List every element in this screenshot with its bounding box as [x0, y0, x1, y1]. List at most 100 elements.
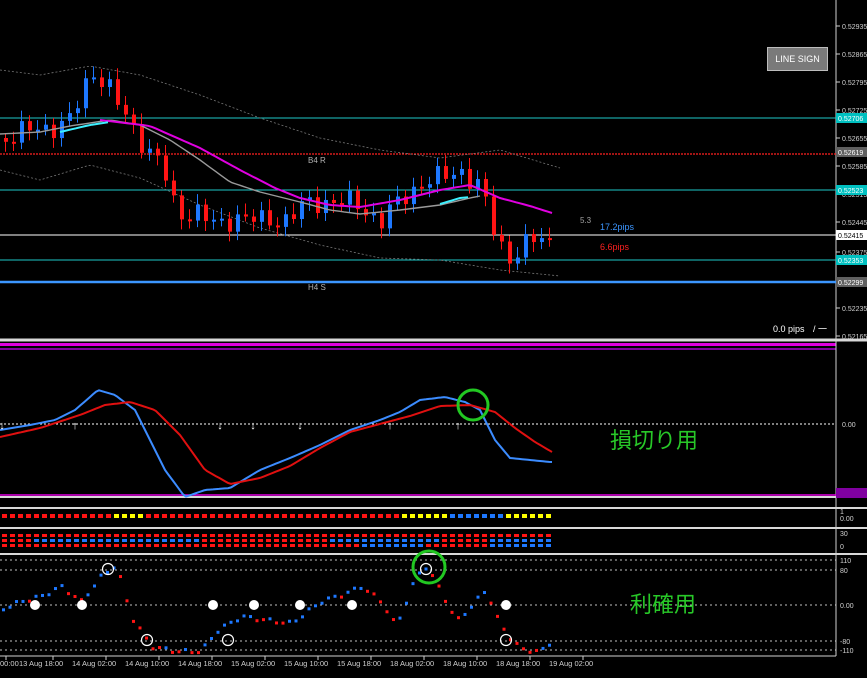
- bar2-cell: [522, 544, 527, 547]
- osc2-dot: [470, 605, 473, 609]
- bar2-cell: [466, 539, 471, 542]
- osc2-dot: [60, 584, 64, 588]
- line-sign-button[interactable]: LINE SIGN: [767, 47, 828, 71]
- candle-body: [308, 197, 312, 202]
- bar1-tick: 1: [840, 509, 844, 516]
- bar2-cell: [138, 534, 143, 537]
- highlight-circle-osc2: [411, 549, 447, 585]
- bar2-cell: [50, 539, 55, 542]
- signal-circle-icon: [221, 633, 235, 647]
- bar1-cell: [202, 514, 207, 518]
- candle-body: [516, 257, 520, 264]
- bar2-cell: [226, 544, 231, 547]
- candle-body: [180, 195, 184, 220]
- bar2-cell: [210, 544, 215, 547]
- bar2-cell: [330, 539, 335, 542]
- candle-body: [20, 121, 24, 143]
- bar2-cell: [434, 534, 439, 537]
- bar2-cell: [130, 539, 135, 542]
- candle-body: [388, 204, 392, 229]
- bar2-cell: [162, 544, 167, 547]
- osc2-dot: [106, 570, 109, 574]
- bar2-cell: [234, 539, 239, 542]
- bar2-cell: [426, 534, 431, 537]
- osc2-dot: [385, 610, 389, 614]
- osc2-dot: [255, 619, 259, 623]
- bar2-cell: [2, 544, 7, 547]
- osc2-dot: [320, 601, 324, 605]
- bar2-cell: [266, 534, 271, 537]
- osc2-dot: [522, 647, 525, 651]
- bar2-cell: [530, 534, 535, 537]
- osc2-dot: [353, 586, 356, 590]
- bar1-cell: [378, 514, 383, 518]
- bar2-cell: [34, 534, 39, 537]
- bar2-cell: [226, 534, 231, 537]
- osc2-dot: [21, 599, 25, 603]
- candle-body: [292, 214, 296, 220]
- candle-body: [316, 197, 320, 214]
- osc2-dot: [333, 594, 337, 598]
- osc2-dot: [28, 599, 31, 603]
- bar1-cell: [162, 514, 167, 518]
- bar1-cell: [418, 514, 423, 518]
- osc2-dot: [151, 647, 155, 651]
- bar2-cell: [234, 544, 239, 547]
- osc2-tick: 0.00: [840, 603, 854, 610]
- bar2-cell: [170, 534, 175, 537]
- bar2-cell: [106, 539, 111, 542]
- bar2-cell: [402, 534, 407, 537]
- bar2-cell: [346, 544, 351, 547]
- bar2-cell: [2, 534, 7, 537]
- bar2-cell: [242, 534, 247, 537]
- osc2-dot: [86, 593, 90, 597]
- bar1-cell: [410, 514, 415, 518]
- signal-arrow-icon: ↓: [217, 420, 223, 432]
- price-tick-label: 0.52375: [842, 250, 867, 257]
- bar2-cell: [178, 534, 183, 537]
- bar2-cell: [498, 534, 503, 537]
- bar2-cell: [58, 534, 63, 537]
- osc2-dot: [418, 571, 421, 575]
- bar2-cell: [506, 544, 511, 547]
- bar2-cell: [18, 534, 23, 537]
- bar2-cell: [298, 544, 303, 547]
- osc2-dot: [502, 627, 506, 631]
- price-level-tag-label: 0.52299: [838, 280, 863, 287]
- signal-marker-icon: [295, 600, 305, 610]
- osc2-dot: [548, 643, 551, 647]
- candle-body: [100, 77, 104, 88]
- bar2-cell: [538, 534, 543, 537]
- candle-body: [372, 213, 376, 216]
- osc2-dot: [366, 589, 369, 593]
- bar2-cell: [154, 539, 159, 542]
- bar2-cell: [170, 544, 175, 547]
- bar2-cell: [354, 534, 359, 537]
- bar1-cell: [106, 514, 111, 518]
- bar1-cell: [98, 514, 103, 518]
- osc2-dot: [138, 626, 142, 630]
- osc2-dot: [145, 636, 148, 640]
- bar2-cell: [514, 539, 519, 542]
- osc2-dot: [398, 616, 402, 620]
- bar2-cell: [402, 544, 407, 547]
- bar2-cell: [442, 539, 447, 542]
- time-axis-label: 15 Aug 02:00: [231, 659, 275, 668]
- bar2-cell: [2, 539, 7, 542]
- bar2-cell: [138, 544, 143, 547]
- bar2-tick: 30: [840, 531, 848, 538]
- bar2-cell: [106, 544, 111, 547]
- bar2-cell: [194, 539, 199, 542]
- price-level-tag: [836, 113, 867, 123]
- bar2-cell: [410, 544, 415, 547]
- bar2-cell: [418, 539, 423, 542]
- signal-arrow-icon: ↑: [387, 420, 393, 432]
- stop-loss-annotation: 損切り用: [610, 428, 698, 453]
- bar2-cell: [434, 544, 439, 547]
- signal-marker-icon: [77, 600, 87, 610]
- time-axis-label: 15 Aug 10:00: [284, 659, 328, 668]
- bar2-cell: [202, 534, 207, 537]
- bar2-cell: [170, 539, 175, 542]
